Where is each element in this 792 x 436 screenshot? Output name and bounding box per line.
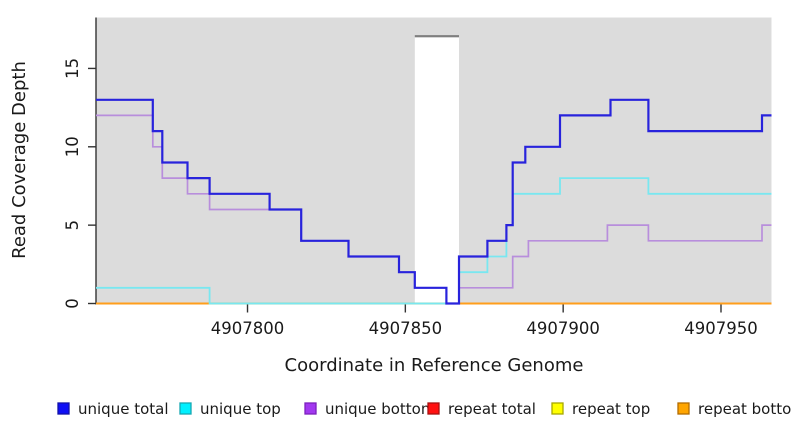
gap-band [414,37,460,304]
legend-item-unique-bottom: unique bottom [304,400,435,418]
x-tick-label: 4907800 [211,319,285,338]
legend-item-repeat-top: repeat top [551,400,650,418]
legend-label: unique bottom [325,400,435,418]
legend-label: repeat top [572,400,650,418]
x-tick-label: 4907900 [526,319,600,338]
legend-swatch-unique-top [179,402,192,415]
y-tick-label: 0 [63,298,82,309]
legend-swatch-repeat-total [427,402,440,415]
legend: unique total unique top unique bottom repea… [57,400,792,418]
legend-label: repeat bottom [698,400,792,418]
legend-item-repeat-total: repeat total [427,400,536,418]
legend-label: repeat total [448,400,536,418]
legend-label: unique total [78,400,169,418]
y-tick-label: 10 [63,136,82,157]
legend-item-repeat-bottom: repeat bottom [677,400,792,418]
legend-swatch-unique-total [57,402,70,415]
legend-swatch-unique-bottom [304,402,317,415]
x-tick-label: 4907950 [684,319,758,338]
x-tick-label: 4907850 [369,319,443,338]
legend-swatch-repeat-bottom [677,402,690,415]
legend-item-unique-top: unique top [179,400,281,418]
series-unique-total [96,98,772,305]
y-tick-label: 15 [63,58,82,79]
y-axis-title: Read Coverage Depth [9,61,30,259]
legend-swatch-repeat-top [551,402,564,415]
y-tick-label: 5 [63,220,82,231]
legend-item-unique-total: unique total [57,400,169,418]
x-axis-title: Coordinate in Reference Genome [285,355,584,376]
legend-label: unique top [200,400,281,418]
